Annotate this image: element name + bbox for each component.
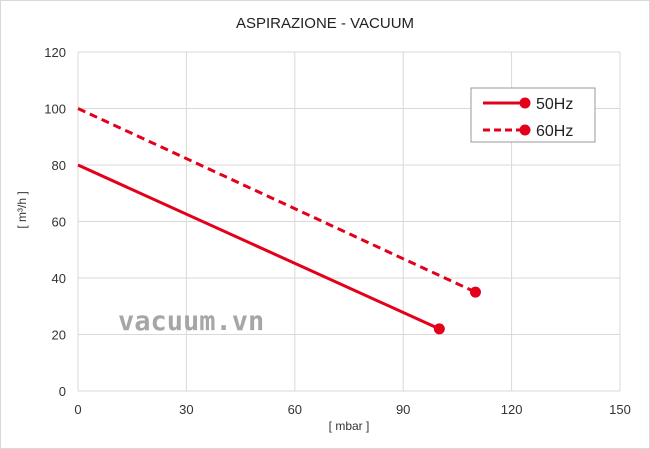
legend-marker-50Hz: [519, 97, 531, 109]
y-tick-label: 80: [52, 158, 66, 173]
y-tick-label: 100: [44, 102, 66, 117]
x-axis-label: [ mbar ]: [329, 419, 370, 433]
y-axis-label: [ m³/h ]: [15, 191, 29, 228]
x-tick-labels: 0 30 60 90 120 150: [74, 402, 630, 417]
grid: [77, 51, 621, 392]
x-tick-label: 60: [288, 402, 302, 417]
legend-marker-60Hz: [519, 124, 531, 136]
legend: 50Hz 60Hz: [470, 87, 596, 143]
y-tick-label: 20: [52, 328, 66, 343]
series-end-point-60Hz: [469, 286, 481, 298]
legend-items: 50Hz 60Hz: [483, 96, 573, 140]
y-tick-labels: 0 20 40 60 80 100 120: [44, 45, 66, 399]
legend-label-60Hz: 60Hz: [536, 123, 573, 140]
series-group: [77, 107, 481, 335]
x-tick-label: 30: [179, 402, 193, 417]
x-tick-label: 0: [74, 402, 81, 417]
x-tick-label: 90: [396, 402, 410, 417]
x-tick-label: 120: [501, 402, 523, 417]
x-tick-label: 150: [609, 402, 631, 417]
chart-title: ASPIRAZIONE - VACUUM: [236, 15, 414, 32]
series-end-point-50Hz: [433, 323, 445, 335]
series-line-50Hz: [77, 163, 440, 331]
watermark: vacuum.vn: [118, 306, 264, 337]
legend-label-50Hz: 50Hz: [536, 96, 573, 113]
y-tick-label: 40: [52, 271, 66, 286]
y-tick-label: 0: [59, 384, 66, 399]
y-tick-label: 60: [52, 215, 66, 230]
legend-box: [470, 87, 596, 143]
y-tick-label: 120: [44, 45, 66, 60]
series-line-60Hz: [77, 107, 477, 294]
